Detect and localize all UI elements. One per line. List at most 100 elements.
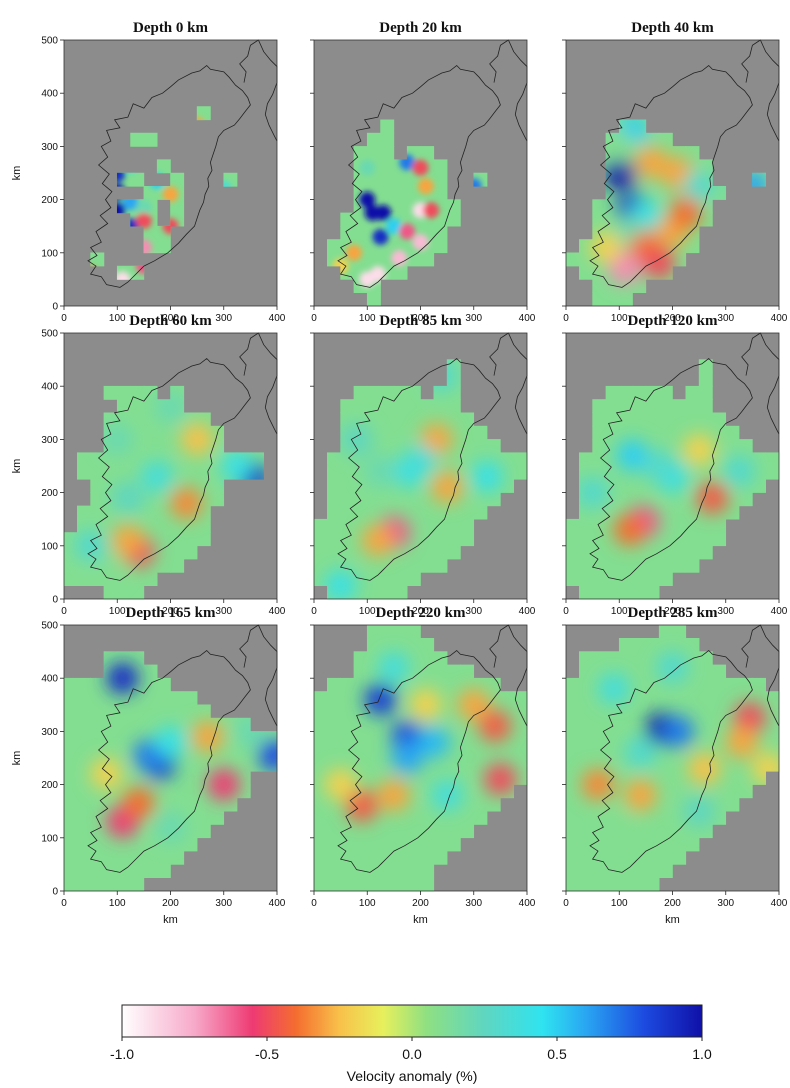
anomaly-blob	[723, 455, 756, 488]
coastline-ireland	[337, 649, 501, 873]
panel-1: Depth 0 km 0 100 200 300 400 0 100 200 300 400 500 k…	[11, 20, 286, 324]
y-tick-label: 400	[41, 89, 58, 100]
x-tick-label: 0	[61, 313, 67, 324]
panel-title: Depth 220 km	[375, 605, 466, 621]
anomaly-blob	[154, 811, 187, 844]
anomaly-blob	[340, 423, 373, 456]
x-tick-label: 300	[215, 606, 232, 617]
coastline-britain	[489, 624, 528, 727]
y-axis-label: km	[11, 166, 23, 181]
anomaly-blob	[683, 795, 716, 828]
panel-title: Depth 285 km	[627, 605, 718, 621]
anomaly-blob	[423, 202, 440, 219]
anomaly-blob	[457, 688, 490, 721]
x-tick-label: 0	[563, 898, 569, 909]
x-tick-label: 200	[412, 313, 429, 324]
panel-title: Depth 120 km	[627, 313, 718, 329]
y-tick-label: 300	[41, 435, 58, 446]
x-tick-label: 100	[359, 313, 376, 324]
coastline-ireland	[87, 64, 251, 288]
y-tick-label: 400	[41, 674, 58, 685]
anomaly-blob	[207, 768, 240, 801]
x-tick-label: 400	[771, 898, 788, 909]
panel-title: Depth 165 km	[125, 605, 216, 621]
coastline-britain	[239, 39, 278, 142]
x-tick-label: 400	[519, 313, 536, 324]
panel-title: Depth 40 km	[631, 20, 714, 36]
anomaly-blob	[375, 204, 392, 221]
anomaly-blob	[101, 423, 134, 456]
y-tick-label: 200	[41, 195, 58, 206]
coastline-ireland	[589, 649, 753, 873]
anomaly-blob	[616, 439, 649, 472]
anomaly-blob	[359, 159, 376, 176]
coastline-ireland	[87, 649, 251, 873]
y-tick-label: 100	[41, 248, 58, 259]
x-tick-label: 200	[412, 898, 429, 909]
anomaly-blob	[106, 662, 139, 695]
x-tick-label: 200	[664, 313, 681, 324]
anomaly-blob	[417, 726, 450, 759]
anomaly-blob	[359, 271, 376, 288]
y-tick-label: 0	[52, 595, 58, 606]
anomaly-blob	[471, 460, 504, 493]
anomaly-blob	[603, 157, 636, 189]
anomaly-blob	[412, 234, 429, 251]
anomaly-blob	[114, 271, 131, 280]
coastline-britain	[489, 39, 528, 142]
anomaly-blob	[377, 651, 410, 684]
anomaly-blob	[90, 757, 123, 790]
anomaly-blob	[191, 720, 224, 753]
x-tick-label: 400	[519, 606, 536, 617]
anomaly-blob	[576, 476, 609, 509]
anomaly-blob	[170, 487, 203, 520]
anomaly-blob	[135, 212, 152, 229]
anomaly-blob	[589, 231, 622, 264]
anomaly-blob	[385, 218, 402, 235]
y-tick-label: 300	[41, 727, 58, 738]
y-tick-label: 500	[41, 36, 58, 47]
x-tick-label: 300	[465, 313, 482, 324]
anomaly-blob	[162, 186, 179, 203]
anomaly-blob	[417, 178, 434, 195]
x-tick-label: 300	[215, 898, 232, 909]
anomaly-blob	[377, 779, 410, 812]
anomaly-blob	[74, 529, 107, 562]
colorbar-tick-label: -1.0	[110, 1046, 134, 1062]
panel-7: Depth 165 km 0 100 200 300 400 0 100 200 300 400 50…	[11, 605, 286, 926]
anomaly-blob	[391, 742, 424, 774]
y-tick-label: 100	[41, 541, 58, 552]
anomaly-blob	[656, 651, 689, 684]
coastline-ireland	[337, 64, 501, 288]
anomaly-blob	[479, 710, 512, 743]
panel-4: Depth 60 km 0 100 200 300 400 0 100 200 300 400 500…	[11, 313, 286, 617]
x-tick-label: 300	[717, 898, 734, 909]
panel-2: Depth 20 km 0 100 200 300 400	[310, 20, 536, 324]
anomaly-blob	[688, 752, 721, 785]
anomaly-blob	[683, 434, 716, 467]
anomaly-blob	[111, 481, 144, 514]
x-tick-label: 200	[412, 606, 429, 617]
anomaly-blob	[603, 130, 636, 163]
coastline-britain	[741, 332, 780, 435]
anomaly-blob	[141, 460, 174, 493]
x-tick-label: 300	[465, 606, 482, 617]
anomaly-blob	[412, 159, 429, 176]
y-tick-label: 0	[52, 887, 58, 898]
y-tick-label: 200	[41, 780, 58, 791]
anomaly-blob	[608, 252, 641, 285]
x-tick-label: 100	[611, 606, 628, 617]
colorbar-tick-label: 0.5	[547, 1046, 567, 1062]
anomaly-blob	[635, 146, 668, 179]
anomaly-blob	[111, 524, 144, 557]
colorbar: -1.0 -0.5 0.0 0.5 1.0 Velocity anomaly (%)	[110, 1004, 712, 1084]
x-tick-label: 0	[311, 898, 317, 909]
panel-8: Depth 220 km 0 100 200 300 400 km	[310, 605, 536, 926]
y-tick-label: 300	[41, 142, 58, 153]
anomaly-blob	[361, 524, 394, 557]
anomaly-blob	[409, 688, 442, 721]
x-tick-label: 0	[311, 313, 317, 324]
x-tick-label: 200	[162, 313, 179, 324]
anomaly-blob	[613, 513, 646, 546]
x-tick-label: 100	[611, 313, 628, 324]
